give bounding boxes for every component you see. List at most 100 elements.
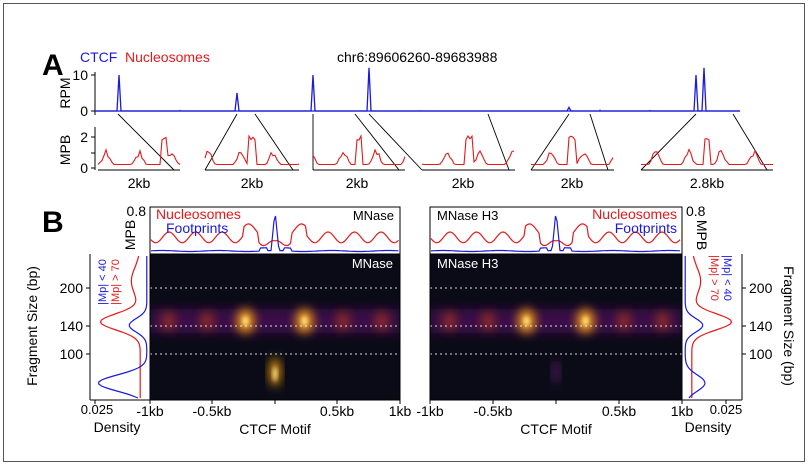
zoom-connector-line (354, 113, 400, 171)
nucleosome-hotspot (374, 311, 389, 331)
nucleosome-zoom-line (312, 133, 406, 166)
nucleosome-hotspot-core (242, 316, 249, 326)
left-x-tick-label: -0.5kb (193, 403, 232, 419)
nucleosome-zoom-line (204, 134, 300, 166)
footprint-hotspot-core (273, 367, 277, 381)
zoom-connector-line (530, 113, 570, 171)
nucleosome-hotspot (161, 311, 176, 331)
right-x-axis-label: CTCF Motif (520, 421, 592, 437)
left-density-plot (98, 255, 148, 399)
mpb-tick-label: 0 (80, 160, 88, 176)
right-y-axis-label: Fragment Size (bp) (781, 266, 797, 386)
nucleosome-band (150, 309, 400, 333)
zoom-scale-labels: 2kb 2kb 2kb 2kb 2kb 2.8kb (128, 175, 725, 191)
legend-nucleosomes: Nucleosomes (125, 49, 210, 65)
scale-label: 2kb (346, 175, 369, 191)
left-legend-footprints: Footprints (166, 220, 228, 236)
nucleosome-hotspot-core (582, 316, 589, 326)
nucleosome-zoom-line (97, 136, 181, 166)
nucleosome-zoom-tracks (97, 133, 773, 171)
zoom-connector-line (368, 113, 423, 171)
density-short-fragments-line (684, 256, 706, 399)
nucleosome-hotspot (442, 311, 457, 331)
left-density-label: Density (94, 419, 141, 435)
right-density-plot (684, 255, 733, 399)
zoom-connectors (117, 113, 768, 171)
panel-b-label: B (42, 206, 64, 239)
rpm-tick-label: 0 (80, 103, 88, 119)
right-x-tick-label: -0.5kb (474, 403, 513, 419)
left-heatmap (150, 254, 427, 400)
right-heatmap (404, 254, 708, 400)
right-legend-nucleosomes: Nucleosomes (592, 206, 677, 222)
footprint-profile-line (150, 215, 399, 253)
rpm-tick-label: 10 (72, 67, 88, 83)
right-y-tick-label: 100 (749, 346, 773, 362)
nucleosome-hotspot (694, 312, 708, 331)
right-density-legend-short: |Mp| < 40 (721, 255, 733, 301)
zoom-connector-line (204, 113, 238, 171)
mpb-axis-label: MPB (57, 135, 73, 165)
right-x-tick-label: 1kb (671, 403, 694, 419)
zoom-connector-line (640, 113, 697, 171)
nucleosome-hotspot (413, 312, 427, 331)
scale-label: 2kb (452, 175, 475, 191)
zoom-connector-line (254, 113, 294, 171)
left-mpb-label: MPB (122, 220, 138, 250)
right-x-ticks (429, 400, 683, 404)
left-x-ticks (149, 400, 401, 404)
footprint-hotspot (553, 360, 559, 384)
zoom-connector-line (487, 113, 510, 171)
right-x-tick-label: 0.5kb (602, 403, 636, 419)
right-mpb-label: MPB (694, 220, 710, 250)
nucleosome-zoom-line (641, 138, 773, 166)
mpb-tick-label: 2 (80, 129, 88, 145)
zoom-connector-line (117, 113, 175, 171)
left-heatmap-tag: MNase (352, 256, 393, 271)
right-density-label: Density (685, 419, 732, 435)
ctcf-signal-line (95, 67, 740, 112)
nucleosome-hotspot (617, 311, 631, 331)
ctcf-track (95, 67, 740, 112)
density-short-fragments-line (98, 256, 148, 399)
left-y-tick-label: 140 (60, 318, 84, 334)
right-density-legend-long: |Mp| > 70 (708, 255, 720, 301)
nucleosome-band (430, 309, 682, 333)
rpm-axis-label: RPM (57, 77, 73, 108)
left-x-axis-label: CTCF Motif (239, 421, 311, 437)
right-mpb-tick-label: 0.8 (686, 203, 706, 219)
right-y-tick-label: 200 (749, 280, 773, 296)
nucleosome-hotspot (336, 311, 350, 331)
locus-title: chr6:89606260-89683988 (337, 49, 498, 65)
left-mpb-tick-label: 0.8 (127, 203, 147, 219)
zoom-connector-line (589, 113, 609, 171)
nucleosome-profile-line (430, 223, 681, 247)
nucleosome-hotspot (655, 311, 670, 331)
left-density-legend-short: |Mp| < 40 (97, 259, 109, 305)
left-y-axis-label: Fragment Size (bp) (24, 266, 40, 386)
nucleosome-hotspot (481, 311, 495, 331)
right-profile-tag: MNase H3 (437, 208, 498, 223)
right-x-tick-label: -1kb (416, 403, 443, 419)
left-x-tick-label: -1kb (136, 403, 163, 419)
left-density-tick-label: 0.025 (81, 402, 114, 417)
left-x-tick-label: 1kb (389, 403, 412, 419)
left-density-legend-long: |Mp| > 70 (110, 259, 122, 305)
nucleosome-profile-line (150, 223, 399, 247)
scale-label: 2kb (241, 175, 264, 191)
scale-label: 2.8kb (690, 175, 724, 191)
panel-a-label: A (42, 49, 64, 82)
nucleosome-hotspot-core (523, 316, 530, 326)
left-profile-plot (150, 215, 399, 253)
left-y-tick-label: 100 (60, 346, 84, 362)
right-heatmap-tag: MNase H3 (437, 256, 498, 271)
figure-frame (3, 3, 805, 462)
density-long-fragments-line (99, 255, 141, 398)
left-legend-nucleosomes: Nucleosomes (156, 206, 241, 222)
scale-label: 2kb (128, 175, 151, 191)
scale-label: 2kb (561, 175, 584, 191)
nucleosome-hotspot-core (301, 316, 308, 326)
left-profile-tag: MNase (353, 208, 394, 223)
nucleosome-hotspot (404, 312, 418, 331)
